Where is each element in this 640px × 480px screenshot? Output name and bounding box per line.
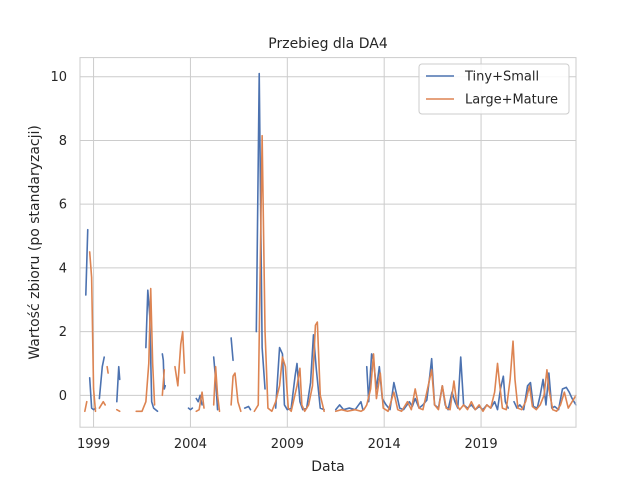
- legend-box: [418, 63, 570, 115]
- y-tick-label: 0: [59, 389, 67, 404]
- legend: Tiny+Small Large+Mature: [418, 63, 570, 115]
- x-tick-label: 2019: [465, 437, 498, 452]
- y-axis-ticks: 0 2 4 6 8 10: [50, 70, 67, 404]
- chart-title: Przebieg dla DA4: [268, 36, 388, 52]
- legend-label-large-mature: Large+Mature: [465, 93, 558, 108]
- x-tick-label: 2009: [271, 437, 304, 452]
- y-tick-label: 8: [59, 134, 67, 149]
- series-layer: [84, 72, 577, 413]
- legend-label-tiny-small: Tiny+Small: [464, 70, 539, 85]
- x-tick-label: 2004: [174, 437, 207, 452]
- x-tick-label: 2014: [368, 437, 401, 452]
- series-line-large-mature: [84, 134, 577, 413]
- x-axis-ticks: 1999 2004 2009 2014 2019: [77, 437, 498, 452]
- x-tick-label: 1999: [77, 437, 110, 452]
- y-tick-label: 4: [59, 261, 67, 276]
- plot-frame: [79, 57, 577, 428]
- y-tick-label: 10: [50, 70, 67, 85]
- y-axis-label: Wartość zbioru (po standaryzacji): [27, 125, 43, 360]
- series-line-tiny-small: [85, 72, 577, 413]
- x-axis-label: Data: [311, 459, 344, 475]
- y-tick-label: 6: [59, 198, 67, 213]
- y-tick-label: 2: [59, 325, 67, 340]
